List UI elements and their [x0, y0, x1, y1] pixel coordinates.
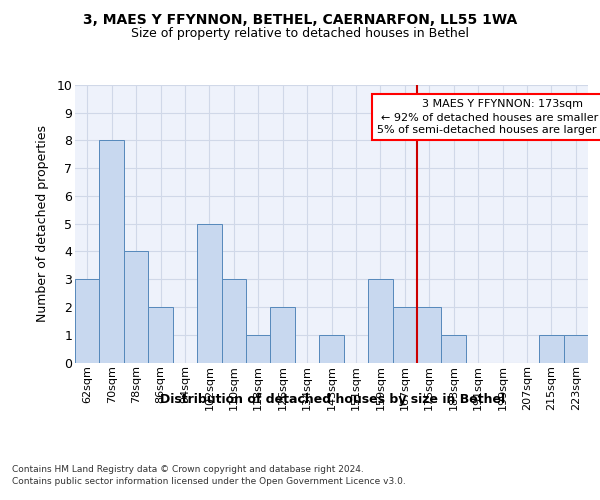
Text: Distribution of detached houses by size in Bethel: Distribution of detached houses by size …: [160, 392, 506, 406]
Bar: [392, 307, 417, 362]
Y-axis label: Number of detached properties: Number of detached properties: [37, 125, 49, 322]
Bar: [100, 140, 124, 362]
Bar: [563, 335, 588, 362]
Text: Contains public sector information licensed under the Open Government Licence v3: Contains public sector information licen…: [12, 478, 406, 486]
Bar: [319, 335, 344, 362]
Bar: [539, 335, 563, 362]
Text: 3 MAES Y FFYNNON: 173sqm
← 92% of detached houses are smaller (36)
5% of semi-de: 3 MAES Y FFYNNON: 173sqm ← 92% of detach…: [377, 99, 600, 136]
Bar: [271, 307, 295, 362]
Bar: [221, 279, 246, 362]
Bar: [368, 279, 392, 362]
Bar: [442, 335, 466, 362]
Bar: [75, 279, 100, 362]
Bar: [417, 307, 442, 362]
Bar: [148, 307, 173, 362]
Bar: [197, 224, 221, 362]
Text: 3, MAES Y FFYNNON, BETHEL, CAERNARFON, LL55 1WA: 3, MAES Y FFYNNON, BETHEL, CAERNARFON, L…: [83, 12, 517, 26]
Text: Size of property relative to detached houses in Bethel: Size of property relative to detached ho…: [131, 28, 469, 40]
Bar: [246, 335, 271, 362]
Text: Contains HM Land Registry data © Crown copyright and database right 2024.: Contains HM Land Registry data © Crown c…: [12, 465, 364, 474]
Bar: [124, 252, 148, 362]
